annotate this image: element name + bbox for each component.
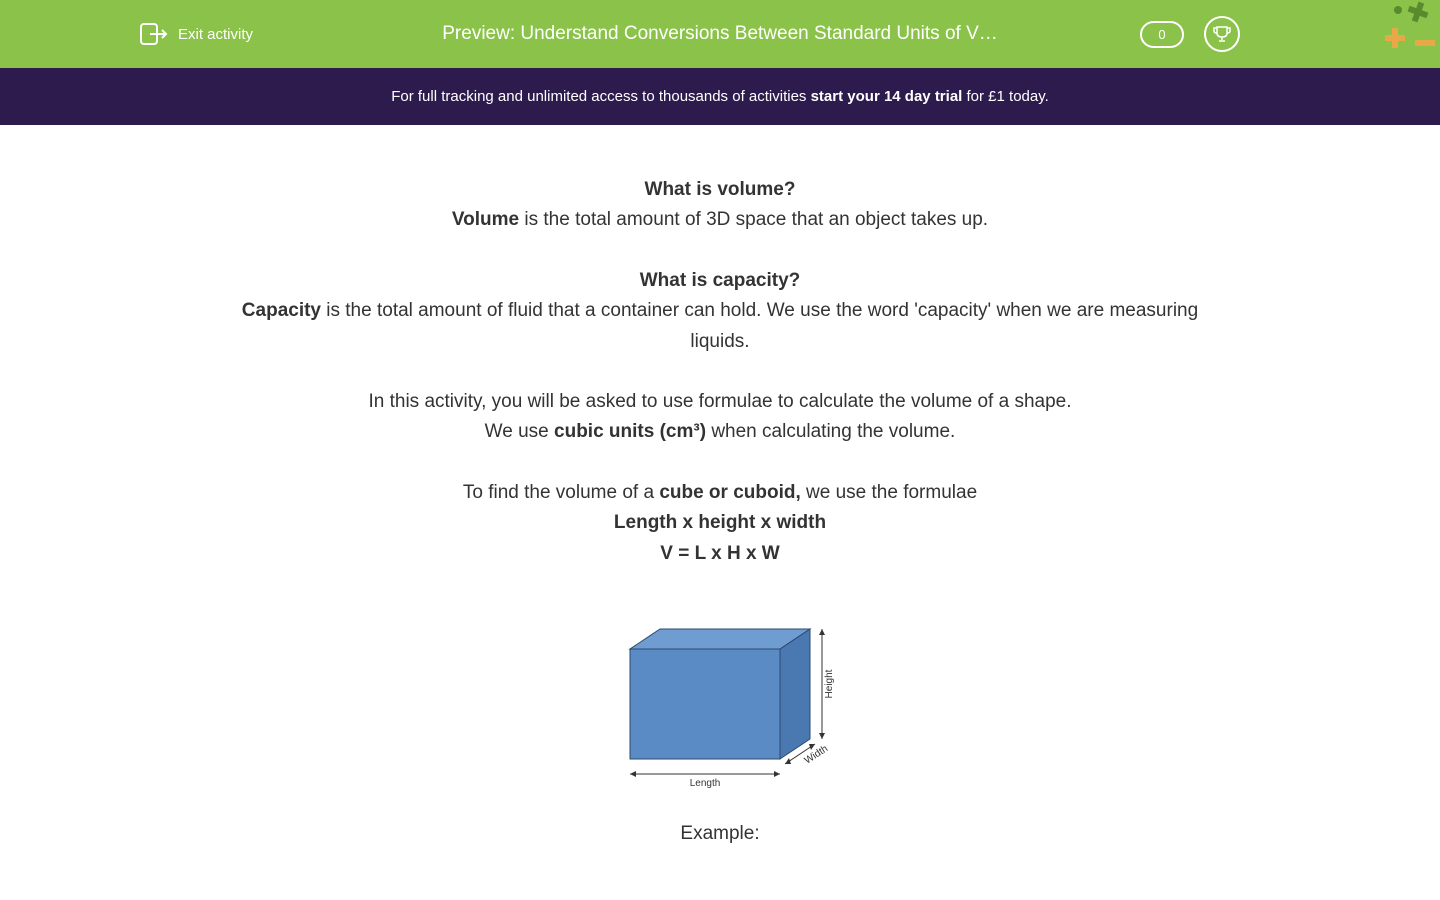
banner-bold: start your 14 day trial [811,88,963,105]
cubic-units-line: We use cubic units (cm³) when calculatin… [210,417,1230,447]
header-right: 0 [1140,16,1240,52]
capacity-term: Capacity [242,300,321,321]
length-label: Length [690,778,721,789]
app-header: Exit activity Preview: Understand Conver… [0,0,1440,68]
activity-intro: In this activity, you will be asked to u… [210,387,1230,417]
example-heading: Example: [210,819,1230,849]
exit-activity-button[interactable]: Exit activity [140,23,253,45]
exit-icon [140,23,168,45]
page-title: Preview: Understand Conversions Between … [442,23,998,45]
cubic-units-term: cubic units (cm³) [554,421,706,442]
volume-definition: Volume is the total amount of 3D space t… [210,205,1230,235]
volume-term: Volume [452,209,519,230]
question-volume: What is volume? [210,175,1230,205]
formula-intro: To find the volume of a cube or cuboid, … [210,478,1230,508]
lesson-content: What is volume? Volume is the total amou… [190,125,1250,889]
score-badge[interactable]: 0 [1140,21,1184,48]
formula-symbols: V = L x H x W [210,539,1230,569]
header-decoration [1360,0,1440,68]
we-use-text: We use [485,421,554,442]
height-label: Height [824,669,835,698]
to-find-text: To find the volume of a [463,482,659,503]
exit-activity-label: Exit activity [178,26,253,43]
capacity-def-text: is the total amount of fluid that a cont… [321,300,1198,351]
volume-def-text: is the total amount of 3D space that an … [519,209,988,230]
question-capacity: What is capacity? [210,266,1230,296]
when-calc-text: when calculating the volume. [706,421,955,442]
cube-cuboid-term: cube or cuboid, [659,482,800,503]
capacity-definition: Capacity is the total amount of fluid th… [210,296,1230,357]
formula-words: Length x height x width [210,508,1230,538]
cuboid-diagram: Length Width Height [600,619,840,789]
trophy-icon[interactable] [1204,16,1240,52]
formulae-text: we use the formulae [801,482,977,503]
width-label: Width [803,743,830,766]
trial-banner[interactable]: For full tracking and unlimited access t… [0,68,1440,125]
banner-text-before: For full tracking and unlimited access t… [391,88,810,105]
banner-text-after: for £1 today. [962,88,1048,105]
